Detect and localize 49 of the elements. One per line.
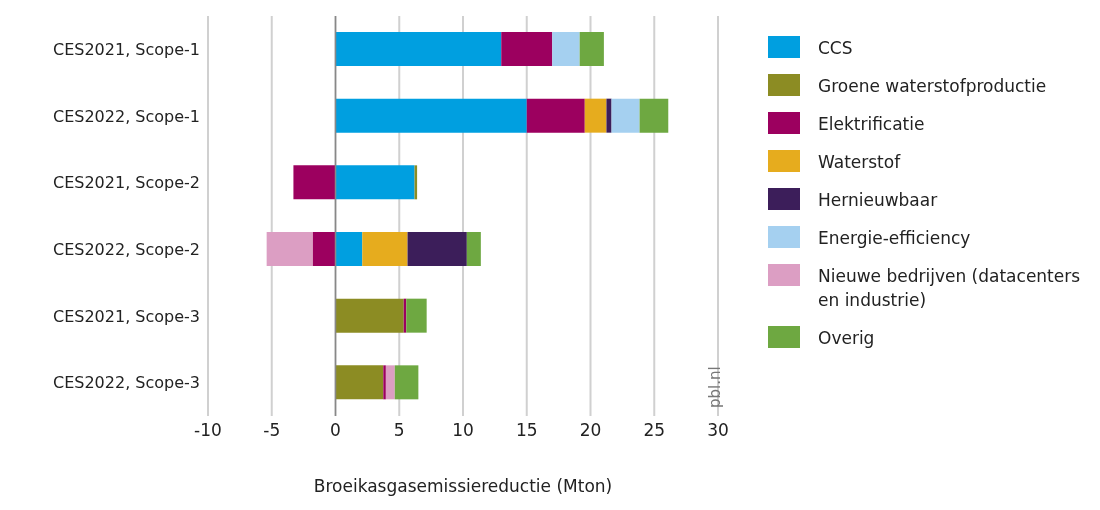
bar xyxy=(552,32,580,66)
legend-label: Elektrificatie xyxy=(818,113,925,136)
bar xyxy=(335,98,527,133)
bar xyxy=(312,232,336,266)
legend-label: Overig xyxy=(818,327,875,350)
x-tick-label: -5 xyxy=(263,420,281,441)
y-tick-label: CES2021, Scope-3 xyxy=(52,306,200,326)
bar xyxy=(266,232,313,266)
bar xyxy=(526,98,585,133)
bar xyxy=(335,232,363,266)
bar xyxy=(579,32,604,66)
x-tick-label: 20 xyxy=(579,420,602,441)
legend-label: Hernieuwbaar xyxy=(818,189,938,212)
legend-label: Energie-efficiency xyxy=(818,227,971,250)
bar xyxy=(335,165,415,200)
legend-label: Groene waterstofproductie xyxy=(818,75,1047,98)
bar xyxy=(407,232,467,266)
bar xyxy=(639,98,669,133)
bar xyxy=(335,32,502,66)
x-tick-label: 25 xyxy=(643,420,666,441)
x-axis-title: Broeikasgasemissiereductie (Mton) xyxy=(313,476,613,496)
y-tick-label: CES2021, Scope-1 xyxy=(52,40,200,60)
bar xyxy=(466,232,481,266)
legend-label: CCS xyxy=(818,37,853,60)
bar xyxy=(335,298,404,333)
x-tick-label: 5 xyxy=(393,420,405,441)
bar xyxy=(385,365,395,400)
bar xyxy=(362,232,408,266)
bar xyxy=(394,365,419,400)
x-tick-label: -10 xyxy=(194,420,222,441)
x-tick-label: 15 xyxy=(515,420,538,441)
bar xyxy=(335,365,384,400)
annotation: pbl.nl xyxy=(706,366,724,408)
bar xyxy=(584,98,607,133)
bar xyxy=(611,98,640,133)
y-tick-label: CES2022, Scope-2 xyxy=(52,240,200,260)
x-tick-label: 10 xyxy=(452,420,474,441)
x-tick-label: 0 xyxy=(330,420,341,441)
y-tick-label: CES2021, Scope-2 xyxy=(52,173,200,193)
y-tick-label: CES2022, Scope-3 xyxy=(52,373,200,393)
bar xyxy=(606,98,612,133)
legend-label: Waterstof xyxy=(818,151,901,174)
x-tick-label: 30 xyxy=(707,420,729,441)
y-tick-label: CES2022, Scope-1 xyxy=(52,106,200,126)
bar xyxy=(383,365,386,400)
bar xyxy=(293,165,336,200)
bar xyxy=(501,32,553,66)
legend-label: Nieuwe bedrijven (datacenters en industrie) xyxy=(818,265,1082,312)
bar xyxy=(406,298,427,333)
